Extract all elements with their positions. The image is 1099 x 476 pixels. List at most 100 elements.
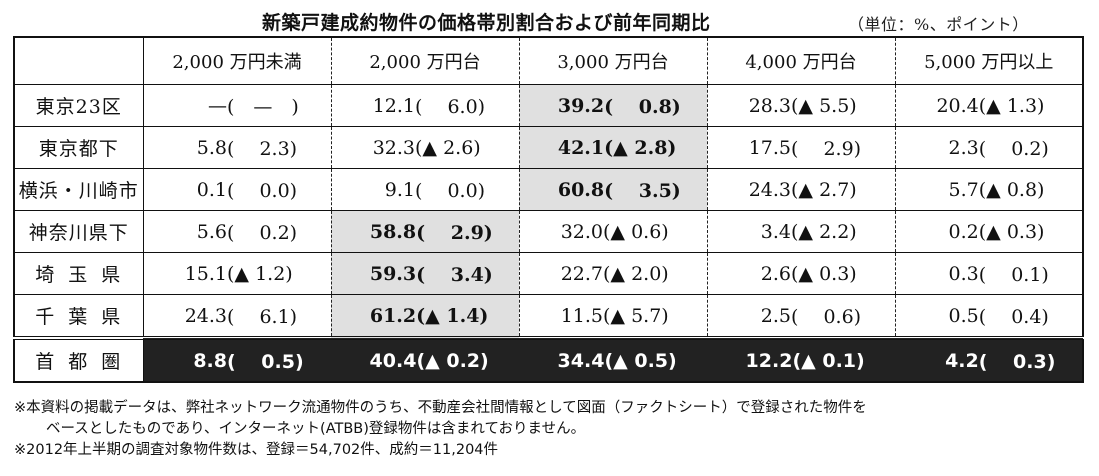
cell-value-group: 2.6 (▲ 0.3) — [747, 262, 857, 285]
share-percent: 2.6 — [760, 262, 791, 285]
yoy-change: ( 0.0) — [415, 180, 486, 202]
yoy-change: ( 0.2) — [227, 222, 298, 244]
data-cell: 0.3( 0.1) — [895, 252, 1084, 295]
share-percent: 42.1 — [557, 136, 605, 159]
table-row: 東京都下 5.8( 2.3) 32.3 (▲ 2.6) 42.1 (▲ 2.8) 17.5(… — [13, 126, 1084, 169]
unit-label: （単位：%、ポイント） — [848, 15, 1029, 34]
data-cell: 20.4 (▲ 1.3) — [895, 84, 1084, 127]
data-cell: 5.6( 0.2) — [143, 210, 332, 253]
data-cell: 59.3( 3.4) — [331, 252, 520, 295]
cell-value-group: 61.2 (▲ 1.4) — [370, 304, 489, 327]
share-percent: 5.6 — [196, 220, 227, 243]
yoy-change: ( 0.1) — [978, 264, 1049, 286]
cell-value-group: —( — ) — [183, 92, 299, 119]
cell-value-group: 0.2 (▲ 0.3) — [935, 220, 1045, 243]
table-row: 千葉県 24.3( 6.1) 61.2 (▲ 1.4) 11.5 (▲ 5.7) 2.5( … — [13, 294, 1084, 339]
share-percent: 24.3 — [184, 304, 227, 327]
share-percent: 9.1 — [384, 178, 415, 201]
row-label-cell: 埼玉県 — [13, 252, 144, 295]
share-percent: 28.3 — [748, 94, 791, 117]
cell-value-group: 0.1( 0.0) — [183, 176, 298, 203]
row-label: 神奈川県下 — [28, 222, 129, 244]
col-header-2000s: 2,000 万円台 — [331, 36, 520, 85]
share-percent: 60.8 — [557, 178, 605, 201]
share-percent: 32.3 — [372, 136, 415, 159]
table-row: 埼玉県 15.1 (▲ 1.2) 59.3( 3.4) 22.7 (▲ 2.0) 2.6 (▲… — [13, 252, 1084, 295]
share-percent: 0.2 — [948, 220, 979, 243]
data-cell: 34.4 (▲ 0.5) — [519, 336, 708, 383]
cell-value-group: 12.2 (▲ 0.1) — [745, 349, 865, 372]
share-percent: 40.4 — [369, 349, 417, 372]
data-cell: 40.4 (▲ 0.2) — [331, 336, 520, 383]
data-cell: 61.2 (▲ 1.4) — [331, 294, 520, 339]
yoy-change: ( 6.1) — [227, 306, 298, 328]
cell-value-group: 22.7 (▲ 2.0) — [559, 262, 669, 285]
share-percent: 58.8 — [369, 220, 417, 243]
data-cell: 9.1( 0.0) — [331, 168, 520, 211]
data-cell: 32.3 (▲ 2.6) — [331, 126, 520, 169]
yoy-change: (▲ 2.2) — [791, 220, 857, 243]
data-cell: 0.1( 0.0) — [143, 168, 332, 211]
row-label-cell: 横浜・川崎市 — [13, 168, 144, 211]
data-cell: —( — ) — [143, 84, 332, 127]
row-label: 千葉県 — [35, 306, 135, 328]
data-cell: 58.8( 2.9) — [331, 210, 520, 253]
share-percent: 24.3 — [748, 178, 791, 201]
table-row: 横浜・川崎市 0.1( 0.0) 9.1( 0.0) 60.8( 3.5) 24.3 (▲… — [13, 168, 1084, 211]
row-label-cell: 千葉県 — [13, 294, 144, 339]
data-cell: 42.1 (▲ 2.8) — [519, 126, 708, 169]
yoy-change: ( 0.2) — [978, 138, 1049, 160]
share-percent: — — [208, 94, 227, 117]
share-percent: 3.4 — [760, 220, 791, 243]
data-cell: 0.2 (▲ 0.3) — [895, 210, 1084, 253]
share-percent: 20.4 — [936, 94, 979, 117]
share-percent: 8.8 — [193, 349, 227, 372]
share-percent: 32.0 — [560, 220, 603, 243]
col-header-5000-plus: 5,000 万円以上 — [895, 36, 1084, 85]
total-row: 首都圏 8.8( 0.5) 40.4 (▲ 0.2) 34.4 (▲ 0.5) 12.2 (▲… — [13, 336, 1084, 383]
cell-value-group: 24.3( 6.1) — [183, 302, 298, 329]
data-cell: 5.8( 2.3) — [143, 126, 332, 169]
yoy-change: ( 2.3) — [227, 138, 298, 160]
row-label-cell: 神奈川県下 — [13, 210, 144, 253]
data-cell: 8.8( 0.5) — [143, 336, 332, 383]
data-cell: 3.4 (▲ 2.2) — [707, 210, 896, 253]
row-label: 首都圏 — [35, 351, 135, 373]
cell-value-group: 2.3( 0.2) — [935, 134, 1049, 161]
yoy-change: ( 0.8) — [604, 96, 681, 118]
cell-value-group: 28.3 (▲ 5.5) — [747, 94, 857, 117]
data-cell: 15.1 (▲ 1.2) — [143, 252, 332, 295]
yoy-change: (▲ 0.6) — [603, 220, 669, 243]
price-band-table: 2,000 万円未満 2,000 万円台 3,000 万円台 4,000 万円台… — [13, 36, 1084, 383]
cell-value-group: 5.8( 2.3) — [183, 134, 298, 161]
footnote-1: ※本資料の掲載データは、弊社ネットワーク流通物件のうち、不動産会社間情報として図… — [14, 400, 867, 416]
yoy-change: (▲ 2.6) — [415, 136, 481, 159]
page-title: 新築戸建成約物件の価格帯別割合および前年同期比 — [262, 12, 711, 34]
yoy-change: ( 6.0) — [415, 96, 486, 118]
footnote-1-cont: ベースとしたものであり、インターネット(ATBB)登録物件は含まれておりません。 — [46, 421, 586, 437]
share-percent: 0.3 — [948, 262, 979, 285]
yoy-change: ( 0.4) — [978, 306, 1049, 328]
yoy-change: ( 0.0) — [227, 180, 298, 202]
yoy-change: ( 3.4) — [416, 264, 493, 286]
cell-value-group: 9.1( 0.0) — [371, 176, 486, 203]
cell-value-group: 24.3 (▲ 2.7) — [747, 178, 857, 201]
share-percent: 15.1 — [184, 262, 227, 285]
yoy-change: (▲ 0.3) — [978, 220, 1045, 243]
share-percent: 39.2 — [557, 94, 605, 117]
table-row: 東京23区 —( — ) 12.1( 6.0) 39.2( 0.8) 28.3 (▲ 5.… — [13, 84, 1084, 127]
cell-value-group: 59.3( 3.4) — [370, 260, 493, 287]
share-percent: 2.3 — [948, 136, 979, 159]
share-percent: 12.2 — [745, 349, 793, 372]
yoy-change: (▲ 2.0) — [603, 262, 669, 285]
yoy-change: (▲ 0.1) — [792, 349, 865, 372]
data-cell: 12.1( 6.0) — [331, 84, 520, 127]
yoy-change: (▲ 1.4) — [416, 304, 489, 327]
share-percent: 5.8 — [196, 136, 227, 159]
cell-value-group: 17.5( 2.9) — [747, 134, 861, 161]
cell-value-group: 3.4 (▲ 2.2) — [747, 220, 857, 243]
yoy-change: (▲ 5.5) — [791, 94, 857, 117]
yoy-change: ( 0.5) — [227, 351, 304, 373]
cell-value-group: 11.5 (▲ 5.7) — [559, 305, 669, 327]
yoy-change: (▲ 0.3) — [791, 262, 857, 285]
